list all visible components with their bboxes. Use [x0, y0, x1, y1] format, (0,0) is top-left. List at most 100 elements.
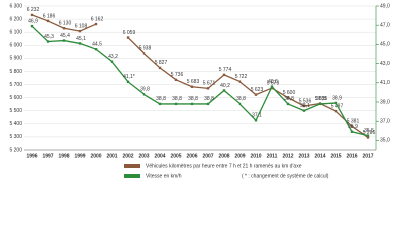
value-label: 35,5 [364, 128, 374, 134]
point [62, 39, 66, 42]
point [302, 109, 306, 112]
y-tick-label: 5 300 [9, 134, 22, 140]
value-label: 5 555 [315, 96, 328, 102]
x-tick-label: 2015 [330, 153, 341, 159]
value-label: 43,2 [108, 54, 118, 60]
point [318, 102, 322, 106]
x-tick-label: 2014 [314, 153, 325, 159]
y-tick-label: 6 200 [9, 16, 22, 22]
y-tick-label: 5 700 [9, 82, 22, 88]
x-tick-label: 1999 [74, 153, 85, 159]
value-label: 6 108 [75, 23, 88, 29]
y-tick-label: 6 300 [9, 3, 22, 9]
y2-tick-label: 49,0 [380, 3, 390, 9]
x-tick-label: 2004 [154, 153, 165, 159]
point [302, 104, 306, 108]
x-tick-label: 2002 [122, 153, 133, 159]
value-label: 38,9 [332, 95, 342, 101]
y2-tick-label: 39,0 [380, 99, 390, 105]
value-label: 38,8 [188, 96, 198, 102]
point [190, 102, 194, 106]
legend-label: Véhicules kilomètres par heure entre 7 h… [146, 163, 302, 169]
value-label: 5 623 [251, 87, 264, 93]
value-label: 37,1 [252, 113, 262, 119]
value-label: 38,8 [172, 96, 182, 102]
point [46, 19, 50, 23]
legend-swatch [124, 164, 140, 168]
point [366, 136, 370, 139]
point [158, 66, 162, 70]
value-label: 35,9 [348, 124, 358, 130]
x-tick-label: 2007 [202, 153, 213, 159]
point [190, 85, 194, 88]
value-label: 6 232 [27, 7, 40, 13]
point [350, 130, 354, 133]
point [366, 134, 370, 137]
value-label: 5 683 [187, 79, 200, 85]
point [30, 24, 34, 28]
point [62, 27, 66, 30]
point [110, 60, 114, 63]
point [142, 93, 146, 96]
value-label: 38,8 [204, 96, 214, 102]
value-label: 45,4 [60, 33, 70, 39]
y-tick-label: 5 500 [9, 108, 22, 114]
x-tick-label: 2016 [346, 153, 357, 159]
value-label: 5 827 [155, 60, 168, 66]
x-tick-label: 2001 [106, 153, 117, 159]
x-tick-label: 2010 [250, 153, 261, 159]
value-label: 5 938 [139, 46, 152, 52]
legend-label: Vitesse en km/h [146, 173, 182, 179]
point [334, 109, 338, 113]
point [206, 87, 210, 90]
value-label: 44,5 [92, 42, 102, 48]
point [174, 102, 178, 106]
y2-tick-label: 41,0 [380, 80, 390, 86]
x-tick-label: 1998 [58, 153, 69, 159]
x-tick-label: 2011 [267, 153, 278, 159]
value-label: 5 673 [267, 80, 280, 86]
value-label: 40,2 [220, 83, 230, 89]
y-tick-label: 5 200 [9, 147, 22, 153]
x-tick-label: 2000 [90, 153, 101, 159]
value-label: 41,1* [123, 74, 135, 80]
y-tick-label: 6 100 [9, 30, 22, 36]
point [78, 29, 82, 33]
point [94, 22, 98, 26]
note: ( * : changement de système de calcul) [242, 173, 329, 179]
y-tick-label: 6 000 [9, 43, 22, 49]
value-label: 46,9 [28, 18, 38, 24]
value-label: 5 296 [363, 130, 376, 136]
point [238, 80, 242, 83]
series-line [31, 14, 369, 138]
point [94, 48, 98, 51]
x-tick-label: 1996 [26, 153, 37, 159]
point [46, 40, 50, 43]
point [350, 125, 354, 128]
y-tick-label: 5 400 [9, 121, 22, 127]
value-label: 6 130 [59, 21, 72, 27]
point [254, 93, 258, 96]
point [222, 73, 226, 77]
point [174, 78, 178, 82]
x-tick-label: 2012 [282, 153, 293, 159]
x-tick-label: 1997 [42, 153, 53, 159]
point [126, 36, 130, 39]
point [30, 13, 34, 17]
value-label: 6 186 [43, 13, 56, 19]
y2-tick-label: 47,0 [380, 23, 390, 29]
y-tick-label: 5 900 [9, 56, 22, 62]
x-tick-label: 2008 [218, 153, 229, 159]
point [142, 52, 146, 55]
x-tick-label: 2013 [298, 153, 309, 159]
value-label: 39,8 [140, 87, 150, 93]
value-label: 5 736 [171, 72, 184, 78]
point [158, 102, 162, 106]
value-label: 38,1 [300, 103, 310, 109]
point [78, 42, 82, 45]
chart: 5 200 5 300 5 400 5 500 5 600 5 700 5 800 5 900… [9, 3, 390, 179]
x-tick-label: 2006 [186, 153, 197, 159]
value-label: 38,8 [284, 96, 294, 102]
value-label: 5 671 [203, 81, 216, 87]
value-label: 40,6 [268, 79, 278, 85]
